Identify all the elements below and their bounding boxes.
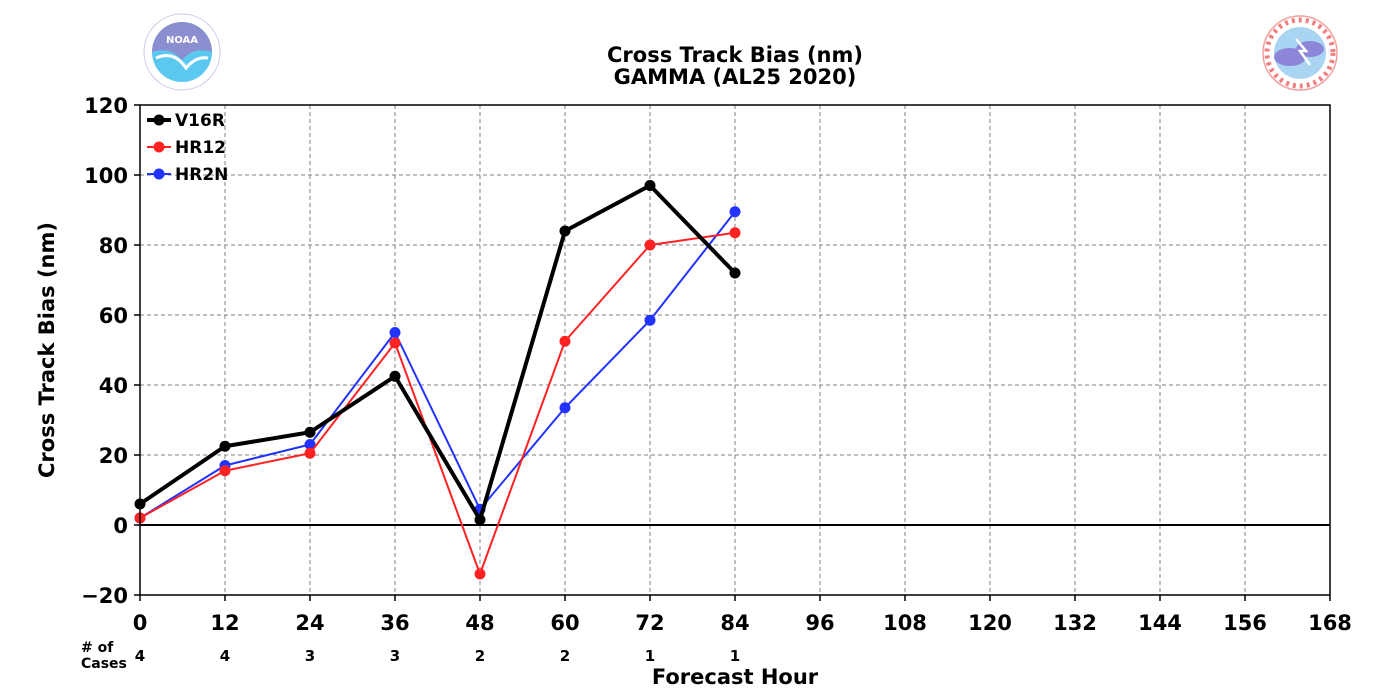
x-tick-label: 48 <box>465 611 494 635</box>
data-point-v16r <box>729 267 741 279</box>
legend-marker <box>153 168 165 180</box>
data-point-v16r <box>644 180 656 191</box>
cases-value: 1 <box>645 647 655 665</box>
data-point-v16r <box>389 370 401 382</box>
y-axis-ticks: −20 0 20 40 60 80 100 120 <box>81 94 140 608</box>
y-tick-label: 20 <box>99 444 128 468</box>
nws-logo <box>1262 15 1338 91</box>
x-tick-label: 144 <box>1138 611 1182 635</box>
data-point-hr2n <box>644 314 656 326</box>
x-tick-label: 108 <box>883 611 927 635</box>
x-tick-label: 84 <box>720 611 749 635</box>
y-tick-label: 100 <box>84 164 128 188</box>
data-point-v16r <box>559 225 571 237</box>
y-tick-label: 0 <box>113 514 128 538</box>
grid-lines <box>140 105 1330 595</box>
cases-label-line2: Cases <box>81 656 127 672</box>
data-point-v16r <box>474 514 486 526</box>
series-line-v16r <box>138 183 737 522</box>
data-point-hr2n <box>304 439 316 450</box>
cases-value: 2 <box>475 647 485 665</box>
x-axis-ticks: 0 12 24 36 48 60 72 84 96 108 120 132 144 156 168 <box>133 595 1352 635</box>
chart-subtitle: GAMMA (AL25 2020) <box>614 65 857 89</box>
chart-title: Cross Track Bias (nm) <box>607 43 863 67</box>
x-tick-label: 120 <box>968 611 1012 635</box>
data-point-hr12 <box>389 337 401 349</box>
x-tick-label: 168 <box>1308 611 1352 635</box>
data-point-hr12 <box>644 239 656 251</box>
y-tick-label: 120 <box>84 94 128 118</box>
legend-label: V16R <box>175 111 225 131</box>
data-series <box>134 180 741 580</box>
legend-marker <box>153 114 165 126</box>
data-point-v16r <box>219 440 231 452</box>
legend-label: HR12 <box>175 138 226 158</box>
y-tick-label: 80 <box>99 234 128 258</box>
cases-value: 3 <box>305 647 315 665</box>
y-axis-label: Cross Track Bias (nm) <box>35 222 59 478</box>
x-tick-label: 132 <box>1053 611 1097 635</box>
x-tick-label: 72 <box>635 611 664 635</box>
data-point-hr12 <box>304 447 316 459</box>
cases-value: 4 <box>135 647 145 665</box>
data-point-hr2n <box>389 327 401 338</box>
data-point-hr2n <box>729 206 741 218</box>
x-tick-label: 12 <box>210 611 239 635</box>
series-line-hr2n <box>139 211 736 519</box>
noaa-logo: NOAA <box>143 13 221 91</box>
x-tick-label: 156 <box>1223 611 1267 635</box>
legend: V16R HR12 HR2N <box>147 111 228 185</box>
noaa-logo-text: NOAA <box>166 35 198 46</box>
legend-label: HR2N <box>175 165 228 185</box>
x-tick-label: 36 <box>380 611 409 635</box>
data-point-hr12 <box>729 227 741 239</box>
data-point-v16r <box>304 426 316 438</box>
cases-value: 4 <box>220 647 230 665</box>
cases-values: 4 4 3 3 2 2 1 1 <box>135 647 740 665</box>
cases-value: 1 <box>730 647 740 665</box>
legend-item-v16r: V16R <box>147 111 225 131</box>
x-axis-label: Forecast Hour <box>652 665 819 689</box>
y-tick-label: 40 <box>99 374 128 398</box>
series-line-hr12 <box>139 231 736 575</box>
cases-value: 2 <box>560 647 570 665</box>
cases-value: 3 <box>390 647 400 665</box>
cases-label-line1: # of <box>81 640 114 656</box>
y-tick-label: 60 <box>99 304 128 328</box>
data-point-hr2n <box>559 402 571 414</box>
legend-item-hr2n: HR2N <box>147 165 228 185</box>
x-tick-label: 24 <box>295 611 324 635</box>
legend-item-hr12: HR12 <box>147 138 226 158</box>
legend-marker <box>153 141 165 153</box>
y-tick-label: −20 <box>81 584 128 608</box>
x-tick-label: 96 <box>805 611 834 635</box>
data-point-hr12 <box>219 465 231 477</box>
data-point-hr12 <box>474 568 486 580</box>
data-point-hr12 <box>559 335 571 347</box>
x-tick-label: 60 <box>550 611 579 635</box>
x-tick-label: 0 <box>133 611 148 635</box>
